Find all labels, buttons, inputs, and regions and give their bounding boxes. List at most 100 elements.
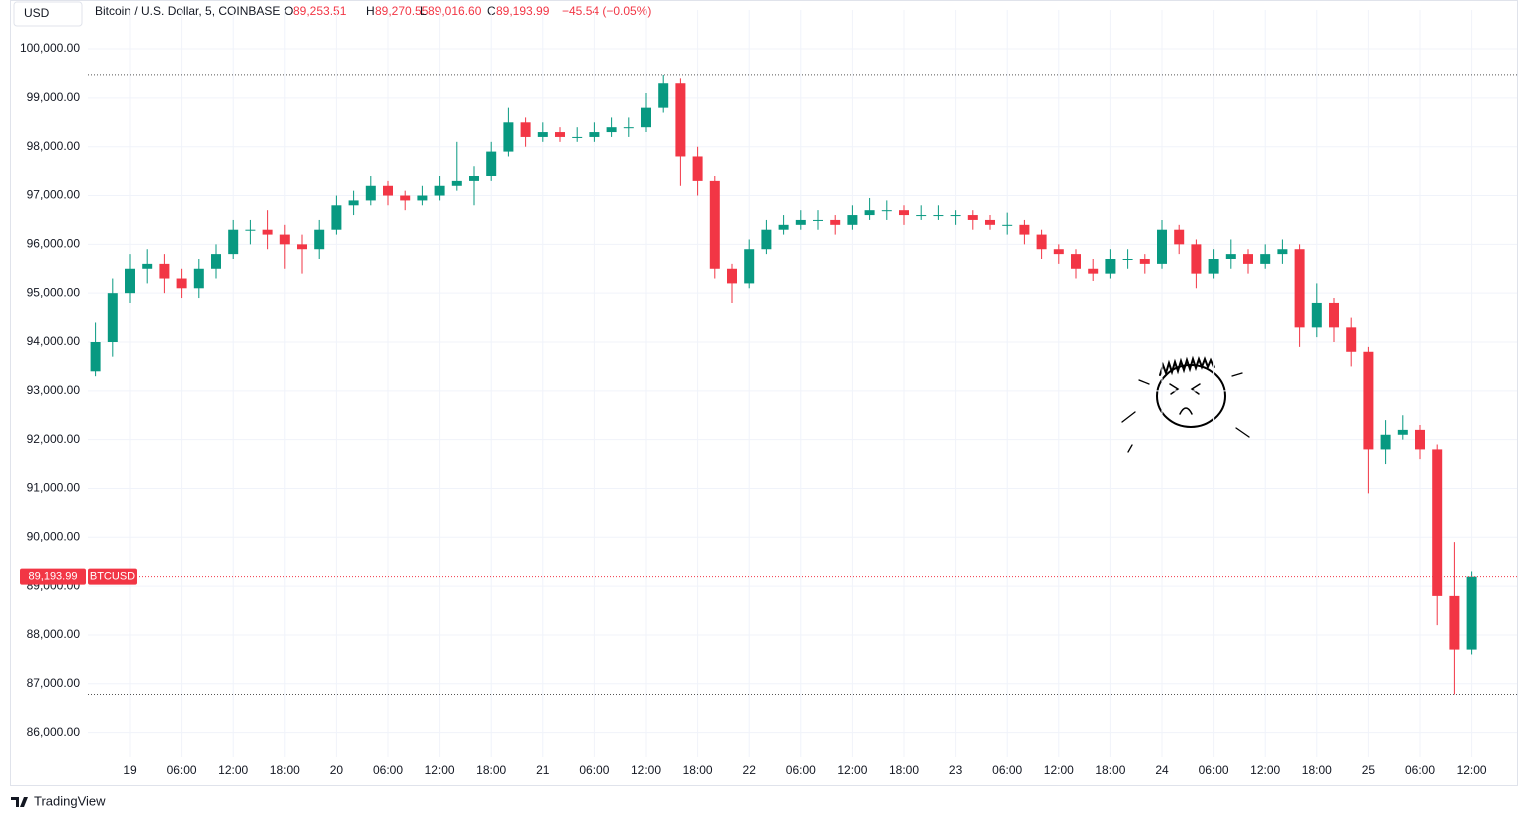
candle-body [279, 234, 290, 245]
currency-box[interactable] [13, 1, 83, 27]
y-tick-label: 94,000.00 [27, 334, 81, 348]
x-tick-label: 24 [1155, 763, 1169, 777]
candle-body [90, 342, 101, 372]
change: −45.54 (−0.05%) [562, 4, 651, 18]
candle-body [1243, 254, 1253, 264]
y-tick-label: 90,000.00 [27, 529, 81, 543]
ohlc-key: H [366, 4, 375, 18]
candle-body [159, 263, 170, 279]
x-tick-label: 18:00 [683, 763, 713, 777]
candle-body [348, 200, 359, 206]
y-tick-label: 91,000.00 [27, 481, 81, 495]
symbol-label: BTCUSD [90, 571, 135, 583]
candle-body [1466, 576, 1477, 650]
candle-body [469, 176, 479, 181]
ohlc-value: 89,193.99 [496, 4, 550, 18]
candle-body [1346, 327, 1357, 352]
brand[interactable]: TradingView [34, 793, 106, 808]
y-tick-label: 86,000.00 [27, 725, 81, 739]
candle-body [1088, 268, 1099, 274]
x-tick-label: 18:00 [1302, 763, 1332, 777]
ohlc-value: 89,253.51 [293, 4, 347, 18]
x-tick-label: 20 [330, 763, 344, 777]
candle-body [1415, 429, 1425, 450]
candle-body [1363, 351, 1374, 450]
y-tick-label: 97,000.00 [27, 188, 81, 202]
candle-body [881, 210, 892, 212]
y-tick-label: 87,000.00 [27, 676, 81, 690]
candle-body [1432, 449, 1443, 596]
candle-body [245, 229, 256, 231]
candle-body [107, 293, 118, 342]
y-tick-label: 98,000.00 [27, 139, 81, 153]
candle-body [744, 249, 755, 284]
candle-body [1277, 249, 1288, 255]
candle-body [572, 136, 583, 138]
candle-body [675, 83, 686, 157]
candle-body [400, 195, 411, 201]
x-tick-label: 18:00 [476, 763, 506, 777]
candle-body [1002, 224, 1013, 226]
frame [10, 0, 1518, 786]
candle-body [262, 229, 273, 235]
candle-body [176, 278, 187, 289]
brand-logo[interactable] [11, 797, 28, 807]
y-tick-label: 99,000.00 [27, 90, 81, 104]
candle-body [1449, 595, 1460, 650]
candle-body [1174, 229, 1185, 245]
candle-body [967, 215, 978, 220]
x-tick-label: 18:00 [270, 763, 300, 777]
candle-body [933, 215, 944, 217]
y-tick-label: 96,000.00 [27, 237, 81, 251]
ohlc-value: 89,016.60 [428, 4, 482, 18]
candle-body [692, 156, 703, 181]
candle-body [1191, 244, 1202, 274]
candle-body [383, 185, 393, 196]
y-tick-label: 88,000.00 [27, 627, 81, 641]
candle-body [1208, 259, 1219, 274]
x-tick-label: 25 [1362, 763, 1376, 777]
candle-body [228, 229, 239, 255]
candle-body [1311, 302, 1322, 328]
candle-body [778, 224, 789, 230]
x-tick-label: 12:00 [218, 763, 248, 777]
x-tick-label: 18:00 [1095, 763, 1125, 777]
x-tick-label: 06:00 [373, 763, 403, 777]
candle-body [795, 219, 806, 225]
candle-body [365, 185, 376, 201]
candle-body [709, 180, 720, 269]
plot [88, 10, 1517, 757]
candle-body [537, 132, 548, 137]
candle-body [1397, 429, 1408, 435]
x-tick-label: 21 [536, 763, 550, 777]
candle-body [899, 210, 909, 216]
candle-body [486, 151, 497, 176]
candle-body [193, 268, 204, 289]
candle-body [555, 132, 565, 137]
currency[interactable]: USD [24, 6, 50, 20]
x-tick-label: 22 [743, 763, 757, 777]
candle-body [1071, 254, 1081, 269]
candle-body [1019, 224, 1030, 235]
candle-body [417, 195, 428, 201]
x-tick-label: 12:00 [1250, 763, 1280, 777]
candle-body [1036, 234, 1047, 250]
candle-body [434, 185, 445, 196]
candle-body [503, 122, 514, 152]
candle-body [451, 180, 462, 186]
candle-body [1157, 229, 1167, 264]
ohlc-key: L [420, 4, 427, 18]
y-tick-label: 93,000.00 [27, 383, 81, 397]
x-tick-label: 23 [949, 763, 963, 777]
y-tick-label: 95,000.00 [27, 285, 81, 299]
candle-body [1122, 259, 1133, 260]
candle-body [331, 205, 342, 230]
last-price-label: 89,193.99 [29, 571, 78, 583]
candle-body [950, 215, 961, 217]
candle-body [1380, 434, 1391, 450]
candle-body [830, 219, 841, 225]
x-tick-label: 18:00 [889, 763, 919, 777]
y-tick-label: 100,000.00 [20, 41, 80, 55]
x-tick-label: 12:00 [837, 763, 867, 777]
